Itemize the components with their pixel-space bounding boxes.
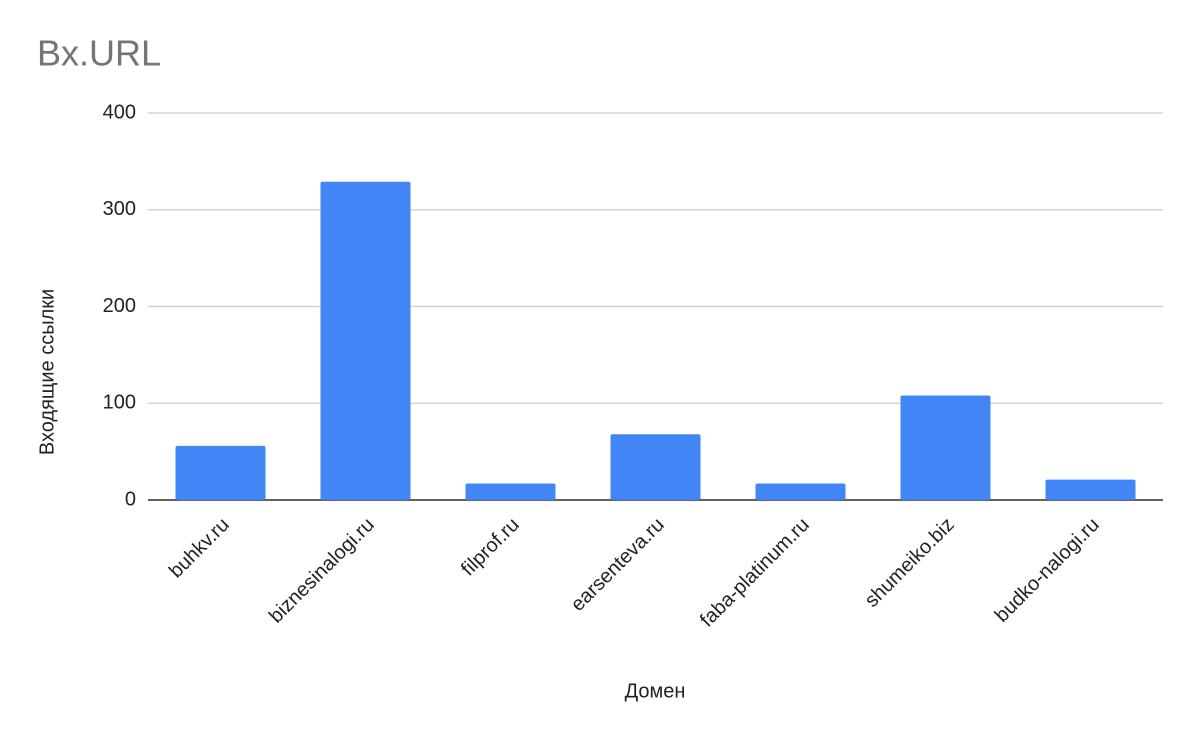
y-tick-label: 300	[103, 198, 136, 220]
bar	[610, 434, 701, 500]
bar	[320, 181, 411, 500]
y-tick-label: 100	[103, 392, 136, 414]
bar	[175, 445, 266, 500]
bar	[900, 395, 991, 500]
y-tick-label: 0	[125, 488, 136, 510]
bar	[1045, 479, 1136, 500]
bar	[465, 483, 556, 500]
x-axis-title: Домен	[625, 680, 686, 702]
y-tick-label: 200	[103, 295, 136, 317]
chart-title: Bx.URL	[37, 33, 161, 74]
bar	[755, 483, 846, 500]
y-tick-label: 400	[103, 101, 136, 123]
y-axis-title: Входящие ссылки	[36, 289, 58, 455]
